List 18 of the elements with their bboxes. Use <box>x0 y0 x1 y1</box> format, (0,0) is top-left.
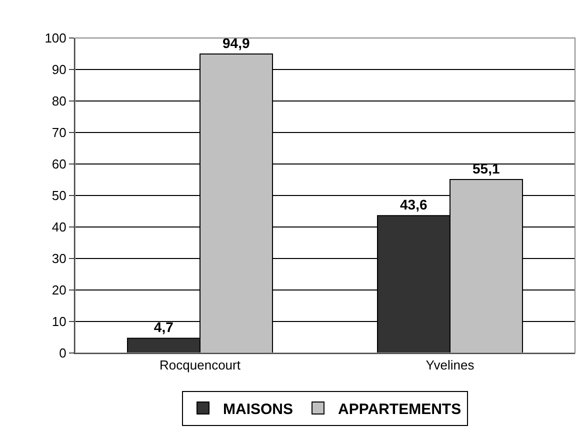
y-tick-label: 80 <box>52 94 66 109</box>
y-tick-label: 40 <box>52 220 66 235</box>
y-tick-label: 10 <box>52 314 66 330</box>
y-tick-label: 30 <box>52 251 66 266</box>
y-tick-label: 70 <box>52 125 66 140</box>
x-tick-label: Rocquencourt <box>160 358 241 373</box>
y-tick-label: 60 <box>52 156 66 172</box>
data-label: 4,7 <box>154 319 174 336</box>
y-tick-label: 90 <box>52 62 66 78</box>
data-label: 43,6 <box>400 196 428 213</box>
data-label: 94,9 <box>222 35 250 52</box>
y-tick-label: 0 <box>59 346 66 361</box>
y-tick-label: 50 <box>52 188 66 204</box>
legend-label: MAISONS <box>223 400 294 418</box>
legend-label: APPARTEMENTS <box>338 400 462 418</box>
y-tick-label: 20 <box>52 282 66 298</box>
x-tick-label: Yvelines <box>426 358 475 373</box>
y-tick-label: 100 <box>44 30 66 46</box>
